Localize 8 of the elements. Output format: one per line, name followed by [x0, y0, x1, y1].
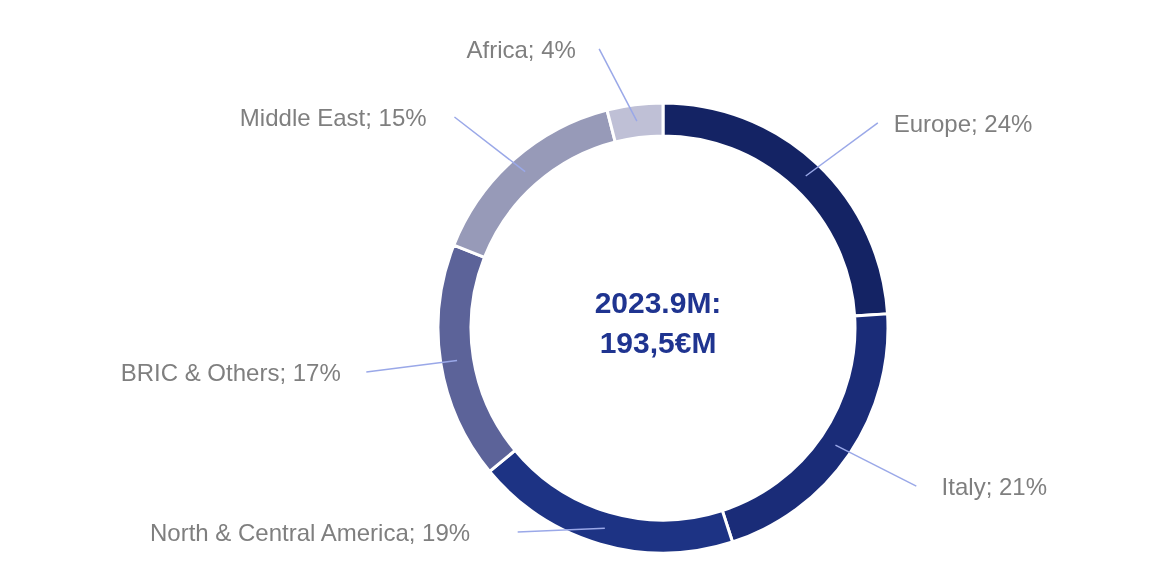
slice-label: Africa; 4% [466, 35, 576, 63]
slice-label: Europe; 24% [893, 109, 1033, 137]
slice-label: Middle East; 15% [239, 103, 427, 131]
slice-label: BRIC & Others; 17% [120, 358, 341, 386]
text: 193,5€M [598, 325, 718, 361]
text: 2023.9M: [593, 285, 723, 321]
slice-label: Italy; 21% [941, 472, 1048, 500]
slice-label: North & Central America; 19% [150, 518, 471, 546]
